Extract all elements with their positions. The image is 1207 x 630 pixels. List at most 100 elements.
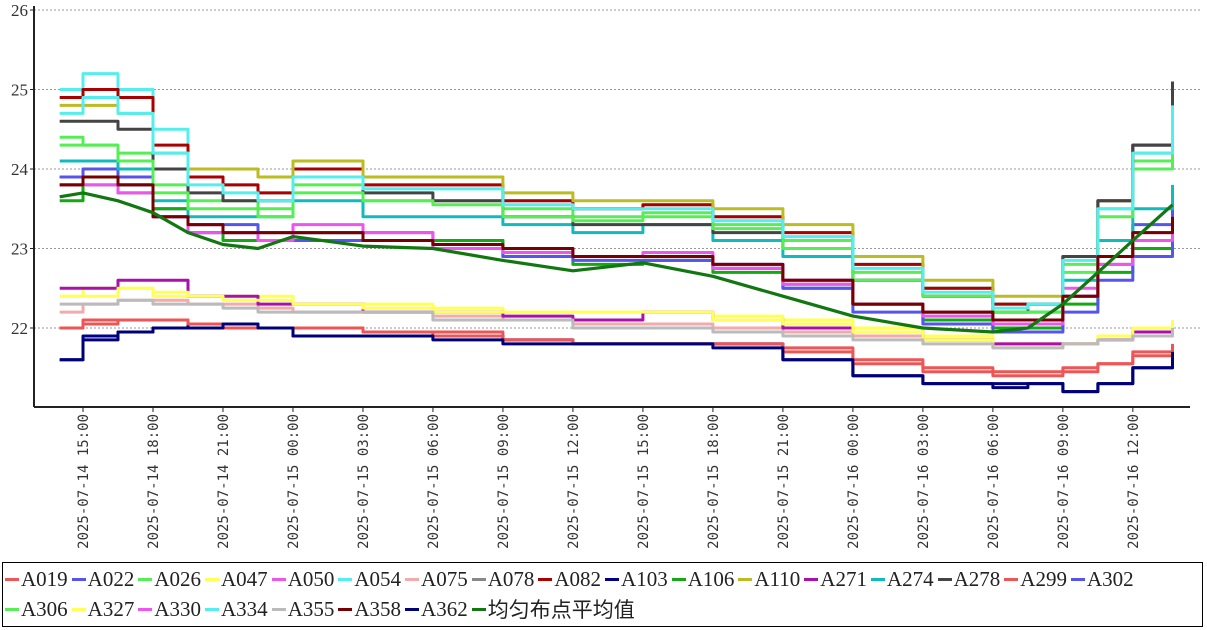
legend: A019 A022 A026 A047 A050 A054 A075 A078 A082 A103…	[2, 562, 1203, 627]
legend-item[interactable]: A019	[5, 566, 68, 594]
series-line-A278	[59, 81, 1174, 314]
legend-item[interactable]: A302	[1070, 566, 1134, 594]
x-tick-labels: 2025-07-14 15:00 2025-07-14 18:00 2025-07-…	[76, 407, 1142, 549]
x-tick-label: 2025-07-16 03:00	[916, 414, 932, 549]
legend-item[interactable]: A278	[937, 566, 1001, 594]
y-tick-label: 23	[11, 240, 28, 259]
legend-swatch	[71, 607, 86, 611]
x-tick-label: 2025-07-16 06:00	[986, 414, 1002, 549]
legend-swatch	[205, 607, 220, 611]
legend-label: A106	[687, 567, 735, 592]
legend-label: A050	[287, 567, 335, 592]
legend-item[interactable]: A327	[71, 595, 135, 623]
legend-item[interactable]: A047	[205, 566, 268, 594]
legend-item[interactable]: A358	[338, 595, 401, 623]
legend-label: A271	[820, 567, 867, 592]
series-line-A054	[59, 72, 1174, 306]
x-tick-label: 2025-07-15 21:00	[776, 414, 792, 549]
x-tick-label: 2025-07-15 09:00	[496, 414, 512, 549]
legend-swatch	[1004, 578, 1019, 582]
legend-item[interactable]: A026	[138, 566, 201, 594]
legend-swatch	[605, 578, 620, 582]
series-line-A358	[59, 175, 1174, 322]
legend-label: A110	[754, 567, 801, 592]
x-tick-label: 2025-07-14 15:00	[76, 414, 92, 549]
x-tick-label: 2025-07-15 15:00	[636, 414, 652, 549]
series-line-均匀布点平均值	[59, 191, 1174, 334]
legend-item[interactable]: A078	[471, 566, 535, 594]
legend-item[interactable]: A050	[271, 566, 335, 594]
legend-item[interactable]: A334	[205, 595, 268, 623]
x-tick-label: 2025-07-15 12:00	[566, 414, 582, 549]
legend-swatch	[471, 607, 486, 611]
legend-label: A047	[221, 567, 268, 592]
legend-label: A054	[354, 567, 402, 592]
legend-label: A358	[354, 596, 402, 621]
legend-swatch	[271, 578, 286, 582]
legend-label: A019	[21, 567, 68, 592]
legend-swatch	[671, 578, 686, 582]
y-tick-labels: 22 23 24 25 26	[11, 1, 34, 338]
x-tick-label: 2025-07-16 00:00	[846, 414, 862, 549]
legend-item[interactable]: A362	[405, 595, 468, 623]
x-tick-label: 2025-07-16 12:00	[1126, 414, 1142, 549]
legend-label: A103	[621, 567, 668, 592]
legend-item[interactable]: A103	[605, 566, 668, 594]
x-tick-label: 2025-07-14 18:00	[146, 414, 162, 549]
legend-item[interactable]: A054	[338, 566, 401, 594]
legend-item[interactable]: A082	[538, 566, 601, 594]
legend-label: A022	[87, 567, 135, 592]
legend-swatch	[538, 578, 553, 582]
legend-label: A278	[953, 567, 1001, 592]
legend-swatch	[804, 578, 819, 582]
legend-item[interactable]: 均匀布点平均值	[471, 595, 635, 623]
x-tick-label: 2025-07-15 06:00	[426, 414, 442, 549]
legend-item[interactable]: A271	[804, 566, 867, 594]
legend-label: A078	[487, 567, 535, 592]
legend-label: A355	[287, 596, 335, 621]
x-tick-label: 2025-07-15 00:00	[286, 414, 302, 549]
legend-label: A026	[154, 567, 202, 592]
legend-label: A274	[886, 567, 934, 592]
legend-swatch	[1070, 578, 1085, 582]
legend-swatch	[471, 578, 486, 582]
legend-label: A302	[1086, 567, 1134, 592]
line-chart: 22 23 24 25 26 2025-07-14 15:00 2025-07-14 18…	[11, 1, 1200, 549]
legend-item[interactable]: A110	[738, 566, 800, 594]
y-tick-label: 25	[11, 81, 28, 100]
series-line-A103	[59, 322, 1174, 394]
legend-swatch	[205, 578, 220, 582]
y-tick-label: 22	[11, 319, 28, 338]
series-line-A355	[59, 298, 1174, 350]
series-line-A082	[59, 88, 1174, 306]
legend-item[interactable]: A106	[671, 566, 735, 594]
x-tick-label: 2025-07-14 21:00	[216, 414, 232, 549]
legend-swatch	[5, 607, 19, 611]
legend-item[interactable]: A306	[5, 595, 68, 623]
y-tick-label: 26	[11, 1, 28, 20]
legend-item[interactable]: A022	[71, 566, 135, 594]
legend-swatch	[405, 607, 420, 611]
legend-item[interactable]: A355	[271, 595, 335, 623]
legend-swatch	[738, 578, 753, 582]
legend-label: A306	[21, 596, 68, 621]
legend-label: A327	[87, 596, 135, 621]
legend-item[interactable]: A075	[405, 566, 468, 594]
legend-label: A299	[1020, 567, 1067, 592]
series-line-A362	[59, 322, 1174, 394]
legend-swatch	[405, 578, 420, 582]
legend-label: A362	[421, 596, 468, 621]
legend-item[interactable]: A330	[138, 595, 201, 623]
legend-swatch	[271, 607, 286, 611]
legend-swatch	[5, 578, 19, 582]
legend-swatch	[338, 578, 353, 582]
legend-label: A075	[421, 567, 468, 592]
legend-item[interactable]: A299	[1004, 566, 1067, 594]
legend-label: 均匀布点平均值	[487, 598, 635, 623]
legend-label: A330	[154, 596, 202, 621]
legend-item[interactable]: A274	[870, 566, 934, 594]
legend-swatch	[937, 578, 952, 582]
series-line-A334	[59, 96, 1174, 310]
legend-swatch	[138, 607, 153, 611]
y-tick-label: 24	[11, 160, 29, 179]
